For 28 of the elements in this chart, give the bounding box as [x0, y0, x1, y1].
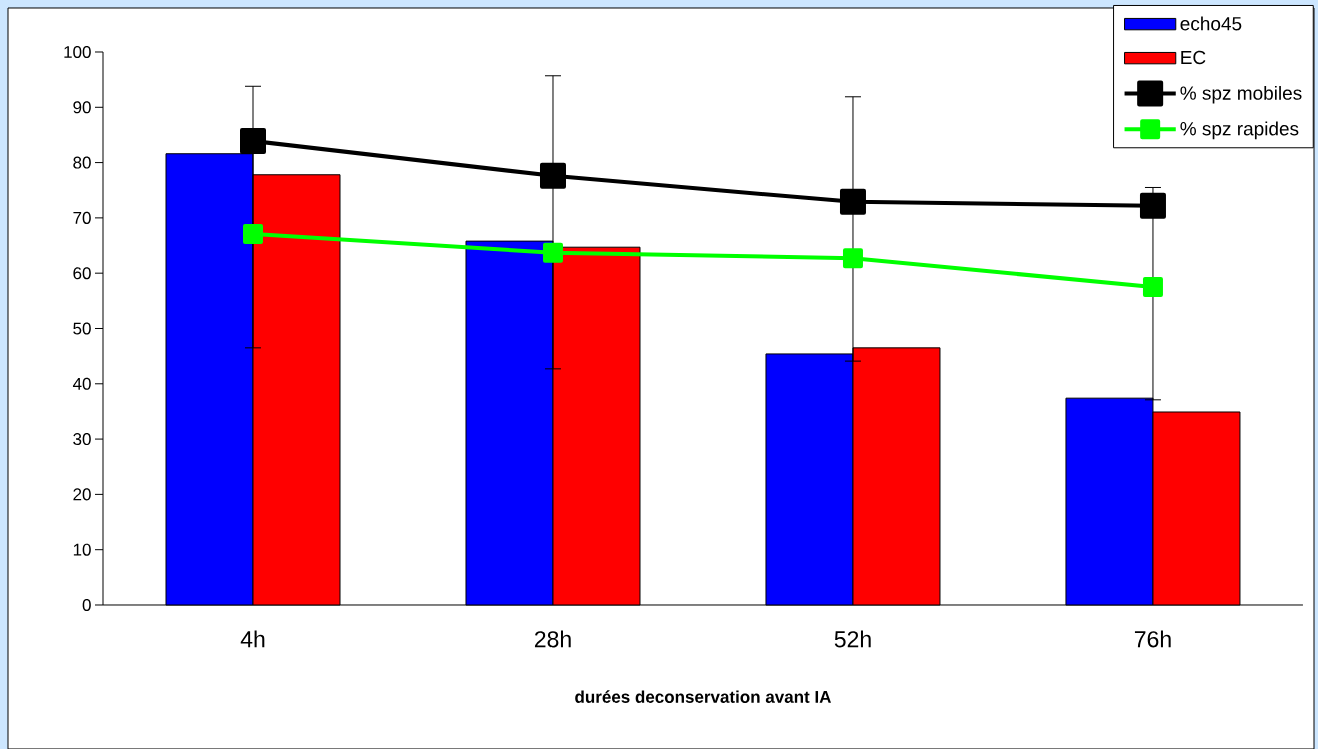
y-tick-label: 50: [73, 322, 91, 335]
x-tick-label: 28h: [534, 630, 571, 648]
y-tick-label: 100: [64, 45, 91, 59]
y-tick-label: 0: [82, 598, 91, 612]
x-axis-title: durées deconservation avant IA: [575, 690, 831, 703]
y-tick-label: 80: [73, 156, 91, 169]
y-tick-label: 70: [73, 211, 91, 224]
legend-label: % spz rapides: [1180, 121, 1299, 140]
point: [243, 223, 263, 244]
point: [542, 242, 563, 263]
x-tick-label: 52h: [834, 630, 871, 648]
point: [240, 128, 266, 155]
y-tick-label: 20: [73, 488, 91, 501]
point: [1139, 192, 1166, 219]
point: [842, 248, 863, 269]
point: [839, 188, 866, 215]
y-tick-label: 30: [73, 433, 91, 446]
point: [539, 162, 566, 189]
legend-label: % spz mobiles: [1180, 85, 1302, 104]
x-tick-label: 4h: [240, 630, 265, 648]
x-tick-label: 76h: [1134, 630, 1171, 648]
point: [1142, 277, 1163, 298]
y-tick-label: 60: [73, 267, 91, 280]
y-tick-label: 40: [72, 377, 91, 390]
legend-label: echo45: [1180, 16, 1242, 31]
legend-label: EC: [1181, 50, 1206, 65]
y-tick-label: 90: [73, 101, 91, 114]
y-tick-label: 10: [73, 543, 91, 556]
